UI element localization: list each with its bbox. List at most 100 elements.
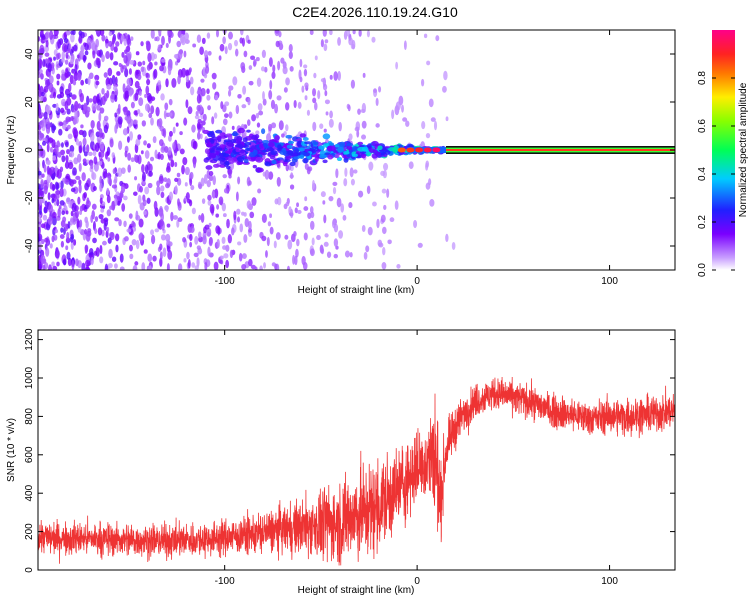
spectrogram-cell <box>201 198 206 204</box>
spectrogram-cell <box>200 212 205 223</box>
spectrogram-cell <box>196 245 201 250</box>
spectrogram-cell <box>54 144 59 155</box>
spectrogram-cell <box>283 87 288 93</box>
y-tick-label: 600 <box>24 446 35 463</box>
spectrogram-cell <box>183 117 188 126</box>
spectrogram-cell <box>159 65 164 72</box>
spectrogram-cell <box>196 257 200 268</box>
spectrogram-cell <box>70 233 75 240</box>
spectrogram-cell <box>327 154 334 160</box>
spectrogram-cell <box>112 168 116 175</box>
spectrogram-cell <box>211 190 216 199</box>
spectrogram-cell <box>84 50 89 56</box>
spectrogram-cell <box>61 51 66 60</box>
spectrogram-cell <box>219 160 226 165</box>
spectrogram-cell <box>99 30 105 37</box>
spectrogram-cell <box>165 182 170 189</box>
spectrogram-cell <box>340 203 345 213</box>
spectrogram-cell <box>265 250 268 258</box>
spectrogram-cell <box>77 103 81 109</box>
spectrogram-cell <box>117 103 121 114</box>
spectrogram-cell <box>159 243 163 251</box>
spectrogram-cell <box>287 265 290 270</box>
spectrogram-cell <box>234 144 241 148</box>
spectrogram-cell <box>122 83 126 93</box>
spectrogram-cell <box>155 106 160 117</box>
spectrogram-cell <box>271 71 276 80</box>
spectrogram-cell <box>251 114 256 122</box>
spectrogram-cell <box>95 30 101 33</box>
spectrogram-cell <box>56 261 60 267</box>
spectrogram-cell <box>108 248 113 259</box>
spectrogram-cell <box>38 111 41 116</box>
colorbar-gradient <box>712 30 735 270</box>
spectrogram-cell <box>69 58 74 65</box>
spectrogram-cell <box>141 262 146 270</box>
spectrogram-cell <box>261 128 266 135</box>
spectrogram-cell <box>303 232 308 241</box>
colorbar-tick-label: 0.2 <box>697 215 708 229</box>
spectrogram-cell <box>316 234 321 241</box>
spectrogram-cell <box>333 253 338 259</box>
spectrogram-cell <box>38 263 42 270</box>
spectrogram-cell <box>298 69 302 80</box>
spectrogram-cell <box>168 191 174 201</box>
spectrogram-cell <box>101 88 105 95</box>
spectrogram-cell <box>124 92 129 102</box>
spectrogram-cell <box>302 136 309 141</box>
spectrogram-cell <box>107 157 111 162</box>
spectrogram-cell <box>114 197 118 206</box>
spectrogram-cell <box>275 40 280 48</box>
spectrogram-cell <box>108 77 113 86</box>
spectrogram-cell <box>304 95 308 101</box>
spectrogram-cell <box>125 45 131 53</box>
spectrogram-cell <box>323 214 327 224</box>
spectrogram-cell <box>201 37 206 45</box>
spectrogram-cell <box>231 227 235 236</box>
spectrogram-cell <box>217 226 221 236</box>
spectrogram-cell <box>202 235 207 245</box>
spectrogram-cell <box>303 206 309 212</box>
spectrogram-cell <box>312 121 317 132</box>
spectrogram-cell <box>248 65 253 70</box>
spectrogram-cell <box>237 161 243 166</box>
spectrogram-cell <box>389 217 395 223</box>
spectrogram-cell <box>157 151 161 160</box>
spectrogram-cell <box>52 265 58 270</box>
spectrogram-cell <box>187 258 191 269</box>
spectrogram-cell <box>248 220 252 231</box>
spectrogram-cell <box>150 229 155 236</box>
spectrogram-cell <box>360 108 366 114</box>
spectrogram-cell <box>90 257 94 266</box>
spectrogram-cell <box>65 141 69 148</box>
spectrogram-cell <box>119 266 125 270</box>
spectrogram-cell <box>183 50 187 58</box>
spectrogram-cell <box>299 147 305 152</box>
spectrogram-cell <box>146 78 151 86</box>
spectrogram-cell <box>49 243 53 249</box>
spectrogram-cell <box>72 127 78 136</box>
spectrogram-cell <box>371 140 379 147</box>
spectrogram-cell <box>184 166 190 176</box>
spectrogram-cell <box>43 164 47 173</box>
spectrogram-cell <box>216 238 220 249</box>
spectrogram-cell <box>101 54 105 63</box>
spectrogram-cell <box>202 129 210 134</box>
spectrogram-cell <box>372 149 379 154</box>
spectrogram-cell <box>421 121 426 130</box>
spectrogram-cell <box>137 194 142 205</box>
spectrogram-cell <box>346 142 354 147</box>
spectrogram-cell <box>120 34 125 42</box>
spectrogram-cell <box>221 202 226 212</box>
spectrogram-cell <box>130 101 135 109</box>
spectrogram-cell <box>189 177 193 187</box>
spectrogram-cell <box>53 201 58 206</box>
spectrogram-cell <box>106 209 112 217</box>
spectrogram-cell <box>205 65 210 74</box>
spectrogram-cell <box>71 202 77 213</box>
spectrogram-cell <box>102 240 107 246</box>
spectrogram-cell <box>223 139 232 143</box>
spectrogram-cell <box>207 50 212 56</box>
spectrogram-cell <box>200 177 205 187</box>
spectrogram-cell <box>357 190 364 198</box>
